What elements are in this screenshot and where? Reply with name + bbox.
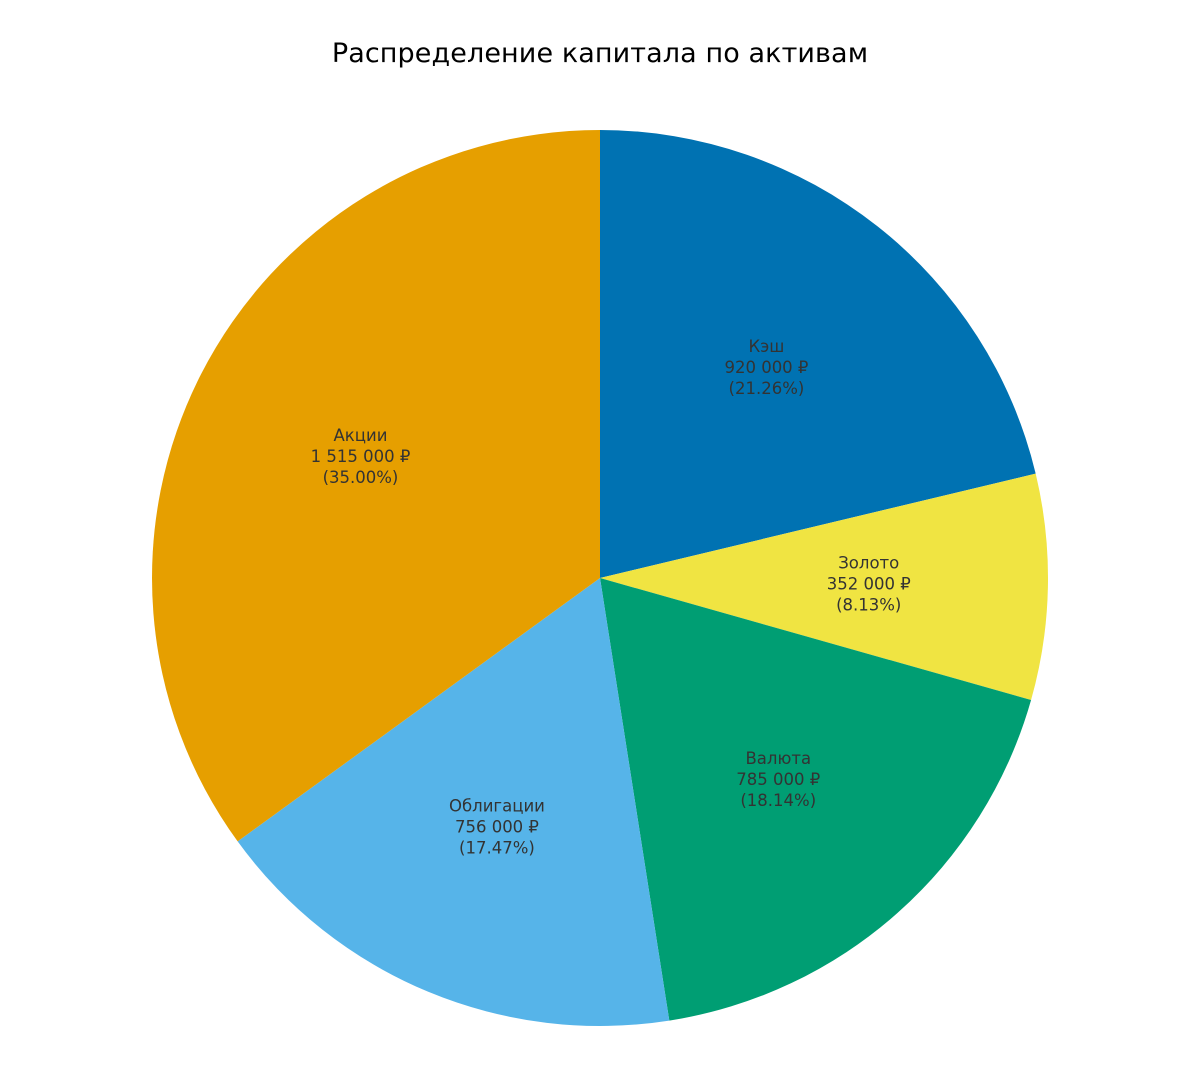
pie-labels: Кэш 920 000 ₽ (21.26%) Золото 352 000 ₽ (8.13… — [311, 337, 911, 857]
pie-slices — [152, 130, 1049, 1027]
slice-label-percent: (18.14%) — [740, 791, 816, 810]
pie-slice — [152, 130, 600, 842]
slice-label-percent: (8.13%) — [836, 595, 901, 614]
slice-label-value: 352 000 ₽ — [827, 574, 911, 593]
chart-title: Распределение капитала по активам — [331, 38, 869, 69]
slice-label-percent: (35.00%) — [323, 468, 399, 487]
slice-label: Валюта 785 000 ₽ (18.14%) — [736, 749, 820, 810]
slice-label: Облигации 756 000 ₽ (17.47%) — [449, 796, 545, 857]
slice-label-name: Акции — [334, 426, 388, 445]
slice-label-value: 920 000 ₽ — [724, 358, 808, 377]
slice-label-name: Облигации — [449, 796, 545, 815]
slice-label-value: 785 000 ₽ — [736, 770, 820, 789]
slice-label-name: Валюта — [745, 749, 811, 768]
pie-slice — [600, 130, 1036, 578]
slice-label-percent: (21.26%) — [729, 379, 805, 398]
pie-slice — [237, 578, 670, 1027]
slice-label-name: Кэш — [749, 337, 785, 356]
slice-label-value: 1 515 000 ₽ — [311, 447, 411, 466]
slice-label: Акции 1 515 000 ₽ (35.00%) — [311, 426, 411, 487]
pie-slice — [600, 473, 1049, 701]
slice-label: Кэш 920 000 ₽ (21.26%) — [724, 337, 808, 398]
slice-label-name: Золото — [838, 553, 899, 572]
slice-label: Золото 352 000 ₽ (8.13%) — [827, 553, 911, 614]
pie-slice — [600, 578, 1032, 1021]
slice-label-percent: (17.47%) — [459, 838, 535, 857]
slice-label-value: 756 000 ₽ — [455, 817, 539, 836]
